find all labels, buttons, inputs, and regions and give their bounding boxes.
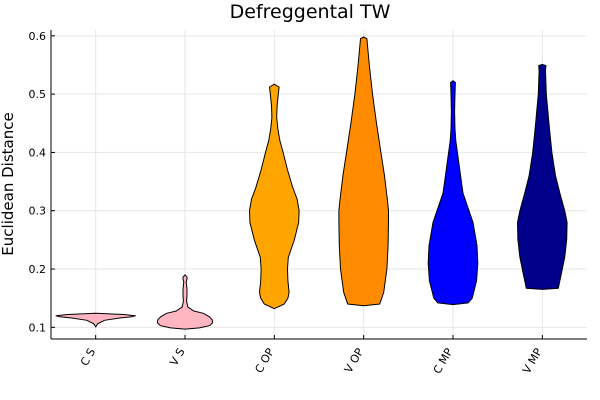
violin-v-mp [516, 63, 568, 290]
y-tick-label: 0.2 [29, 263, 47, 276]
x-tick-label: C MP [431, 346, 456, 376]
violins [55, 36, 568, 330]
x-tick-label: V OP [342, 346, 367, 376]
x-tick-labels: C S V S C OP V OP C MP V MP [78, 346, 545, 376]
violin-c-op [248, 83, 300, 310]
x-tick-label: V S [167, 346, 187, 368]
y-tick-label: 0.5 [29, 88, 47, 101]
violin-v-op [338, 36, 389, 307]
violin-v-s [156, 274, 214, 330]
y-axis-label: Euclidean Distance [0, 112, 17, 255]
grid-lines [51, 30, 587, 339]
y-tick-label: 0.6 [29, 30, 47, 43]
x-tick-label: C S [78, 346, 98, 368]
x-tick-label: V MP [520, 346, 545, 376]
chart-title: Defreggental TW [230, 1, 391, 23]
x-tick-label: C OP [252, 346, 277, 376]
y-tick-label: 0.3 [29, 205, 47, 218]
y-tick-labels: 0.1 0.2 0.3 0.4 0.5 0.6 [29, 30, 47, 335]
y-tick-label: 0.1 [29, 321, 47, 334]
violin-c-s [55, 312, 136, 328]
violin-c-mp [427, 80, 479, 306]
y-tick-label: 0.4 [29, 146, 47, 159]
axes [50, 30, 587, 340]
